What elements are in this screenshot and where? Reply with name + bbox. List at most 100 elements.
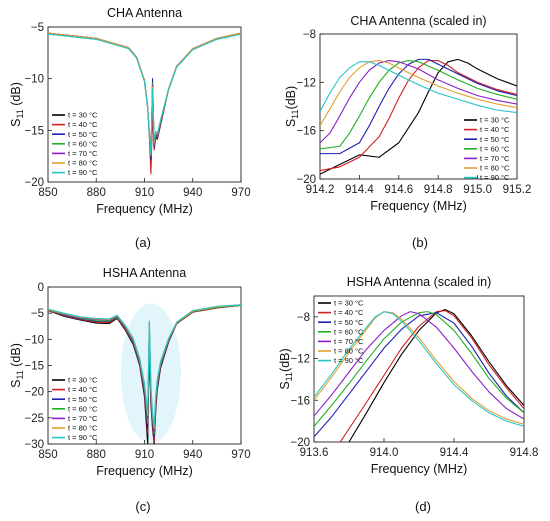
panel-label: (c) — [135, 499, 150, 514]
series-line-3 — [320, 58, 517, 155]
x-axis-label: Frequency (MHz) — [96, 202, 193, 216]
legend-entry: t = 80 °C — [480, 164, 510, 173]
y-tick-label: −25 — [24, 413, 44, 425]
y-tick-label: −30 — [24, 439, 44, 451]
legend-entry: t = 70 °C — [480, 154, 510, 163]
chart-title: CHA Antenna — [107, 6, 182, 20]
x-tick-label: 915.0 — [463, 184, 492, 196]
legend-entry: t = 80 °C — [68, 159, 98, 168]
legend-entry: t = 40 °C — [480, 125, 510, 134]
legend-entry: t = 90 °C — [480, 173, 510, 182]
series-line-5 — [314, 311, 524, 420]
series-line-7 — [314, 311, 524, 427]
x-tick-label: 880 — [87, 449, 106, 461]
y-tick-label: −12 — [290, 354, 310, 366]
legend-entry: t = 30 °C — [68, 376, 98, 385]
legend-entry: t = 60 °C — [480, 144, 510, 153]
x-tick-label: 915.2 — [503, 184, 532, 196]
y-axis-label: S11 (dB) — [9, 82, 25, 127]
x-tick-label: 910 — [135, 187, 154, 199]
y-tick-label: −10 — [24, 334, 44, 346]
y-tick-label: −20 — [24, 387, 44, 399]
x-tick-label: 914.6 — [384, 184, 413, 196]
y-tick-label: −20 — [290, 437, 310, 449]
legend-entry: t = 70 °C — [68, 149, 98, 158]
y-tick-label: −5 — [31, 308, 44, 320]
x-tick-label: 940 — [183, 449, 202, 461]
legend-entry: t = 80 °C — [334, 347, 364, 356]
legend-entry: t = 60 °C — [68, 404, 98, 413]
x-tick-label: 970 — [231, 449, 250, 461]
y-tick-label: −16 — [290, 395, 310, 407]
x-tick-label: 914.8 — [510, 447, 539, 459]
y-tick-label: −20 — [24, 177, 44, 189]
series-line-4 — [314, 311, 524, 427]
x-tick-label: 850 — [38, 187, 57, 199]
chart-title: HSHA Antenna (scaled in) — [347, 275, 492, 289]
legend: t = 30 °Ct = 40 °Ct = 50 °Ct = 60 °Ct = … — [52, 376, 98, 442]
series-line-2 — [320, 60, 517, 172]
y-tick-label: −15 — [24, 125, 44, 137]
chart-title: CHA Antenna (scaled in) — [350, 14, 486, 28]
legend-entry: t = 70 °C — [68, 414, 98, 423]
x-tick-label: 914.8 — [424, 184, 453, 196]
x-tick-label: 850 — [38, 449, 57, 461]
y-axis-label: S11(dB) — [284, 86, 300, 127]
x-tick-label: 914.2 — [306, 184, 335, 196]
panel-b: 914.2 914.4 914.6 914.8 915.0 915.2 −8 −12 −16 −2… — [284, 14, 531, 250]
panel-a: 850 880 910 940 970 −5 −10 −15 −20 CHA Antenna Fre… — [9, 6, 251, 250]
series-line-6 — [314, 311, 524, 425]
y-tick-label: −20 — [296, 174, 316, 186]
legend-entry: t = 30 °C — [480, 116, 510, 125]
x-axis-label: Frequency (MHz) — [370, 199, 467, 213]
legend-entry: t = 50 °C — [480, 135, 510, 144]
panel-c: 850 880 910 940 970 0 −5 −10 −15 −20 −25 −30 HSHA An… — [9, 266, 251, 514]
y-axis-label: S11 (dB) — [9, 343, 25, 388]
legend: t = 30 °Ct = 40 °Ct = 50 °Ct = 60 °Ct = … — [52, 111, 98, 177]
x-tick-label: 880 — [87, 187, 106, 199]
legend-entry: t = 50 °C — [68, 130, 98, 139]
x-tick-label: 914.4 — [345, 184, 374, 196]
y-tick-label: −12 — [296, 77, 316, 89]
legend-entry: t = 90 °C — [68, 433, 98, 442]
chart-title: HSHA Antenna — [103, 266, 186, 280]
series-line-1 — [320, 58, 517, 175]
series-line-2 — [339, 310, 524, 442]
x-tick-label: 910 — [135, 449, 154, 461]
legend-entry: t = 30 °C — [334, 299, 364, 308]
y-tick-label: −16 — [296, 126, 316, 138]
panel-label: (b) — [412, 235, 428, 250]
series-line-3 — [314, 312, 524, 438]
legend-entry: t = 40 °C — [68, 385, 98, 394]
legend: t = 30 °Ct = 40 °Ct = 50 °Ct = 60 °Ct = … — [464, 116, 510, 182]
x-tick-label: 914.4 — [440, 447, 469, 459]
series-line-7 — [320, 61, 517, 114]
x-tick-label: 914.0 — [370, 447, 399, 459]
y-tick-label: −8 — [303, 29, 316, 41]
x-tick-label: 970 — [231, 187, 250, 199]
x-tick-label: 940 — [183, 187, 202, 199]
series-line-7 — [48, 33, 241, 155]
legend-entry: t = 60 °C — [334, 327, 364, 336]
plot-frame — [313, 295, 525, 443]
legend-entry: t = 90 °C — [68, 168, 98, 177]
x-axis-label: Frequency (MHz) — [96, 464, 193, 478]
series-line-7 — [48, 304, 241, 427]
legend-entry: t = 90 °C — [334, 356, 364, 365]
panel-d: 913.6 914.0 914.4 914.8 −8 −12 −16 −20 HSHA Ante… — [278, 275, 538, 514]
x-tick-label: 913.6 — [300, 447, 329, 459]
series-line-6 — [320, 60, 517, 127]
y-tick-label: −5 — [31, 22, 44, 34]
y-tick-label: 0 — [38, 282, 44, 294]
legend-entry: t = 80 °C — [68, 424, 98, 433]
x-axis-label: Frequency (MHz) — [371, 462, 468, 476]
legend-entry: t = 40 °C — [68, 120, 98, 129]
y-tick-label: −8 — [297, 312, 310, 324]
legend: t = 30 °Ct = 40 °Ct = 50 °Ct = 60 °Ct = … — [318, 299, 364, 365]
series-line-4 — [320, 60, 517, 150]
plot-frame — [319, 33, 518, 180]
y-axis-label: S11(dB) — [278, 348, 294, 389]
series-line-5 — [320, 60, 517, 144]
panel-label: (a) — [135, 235, 151, 250]
